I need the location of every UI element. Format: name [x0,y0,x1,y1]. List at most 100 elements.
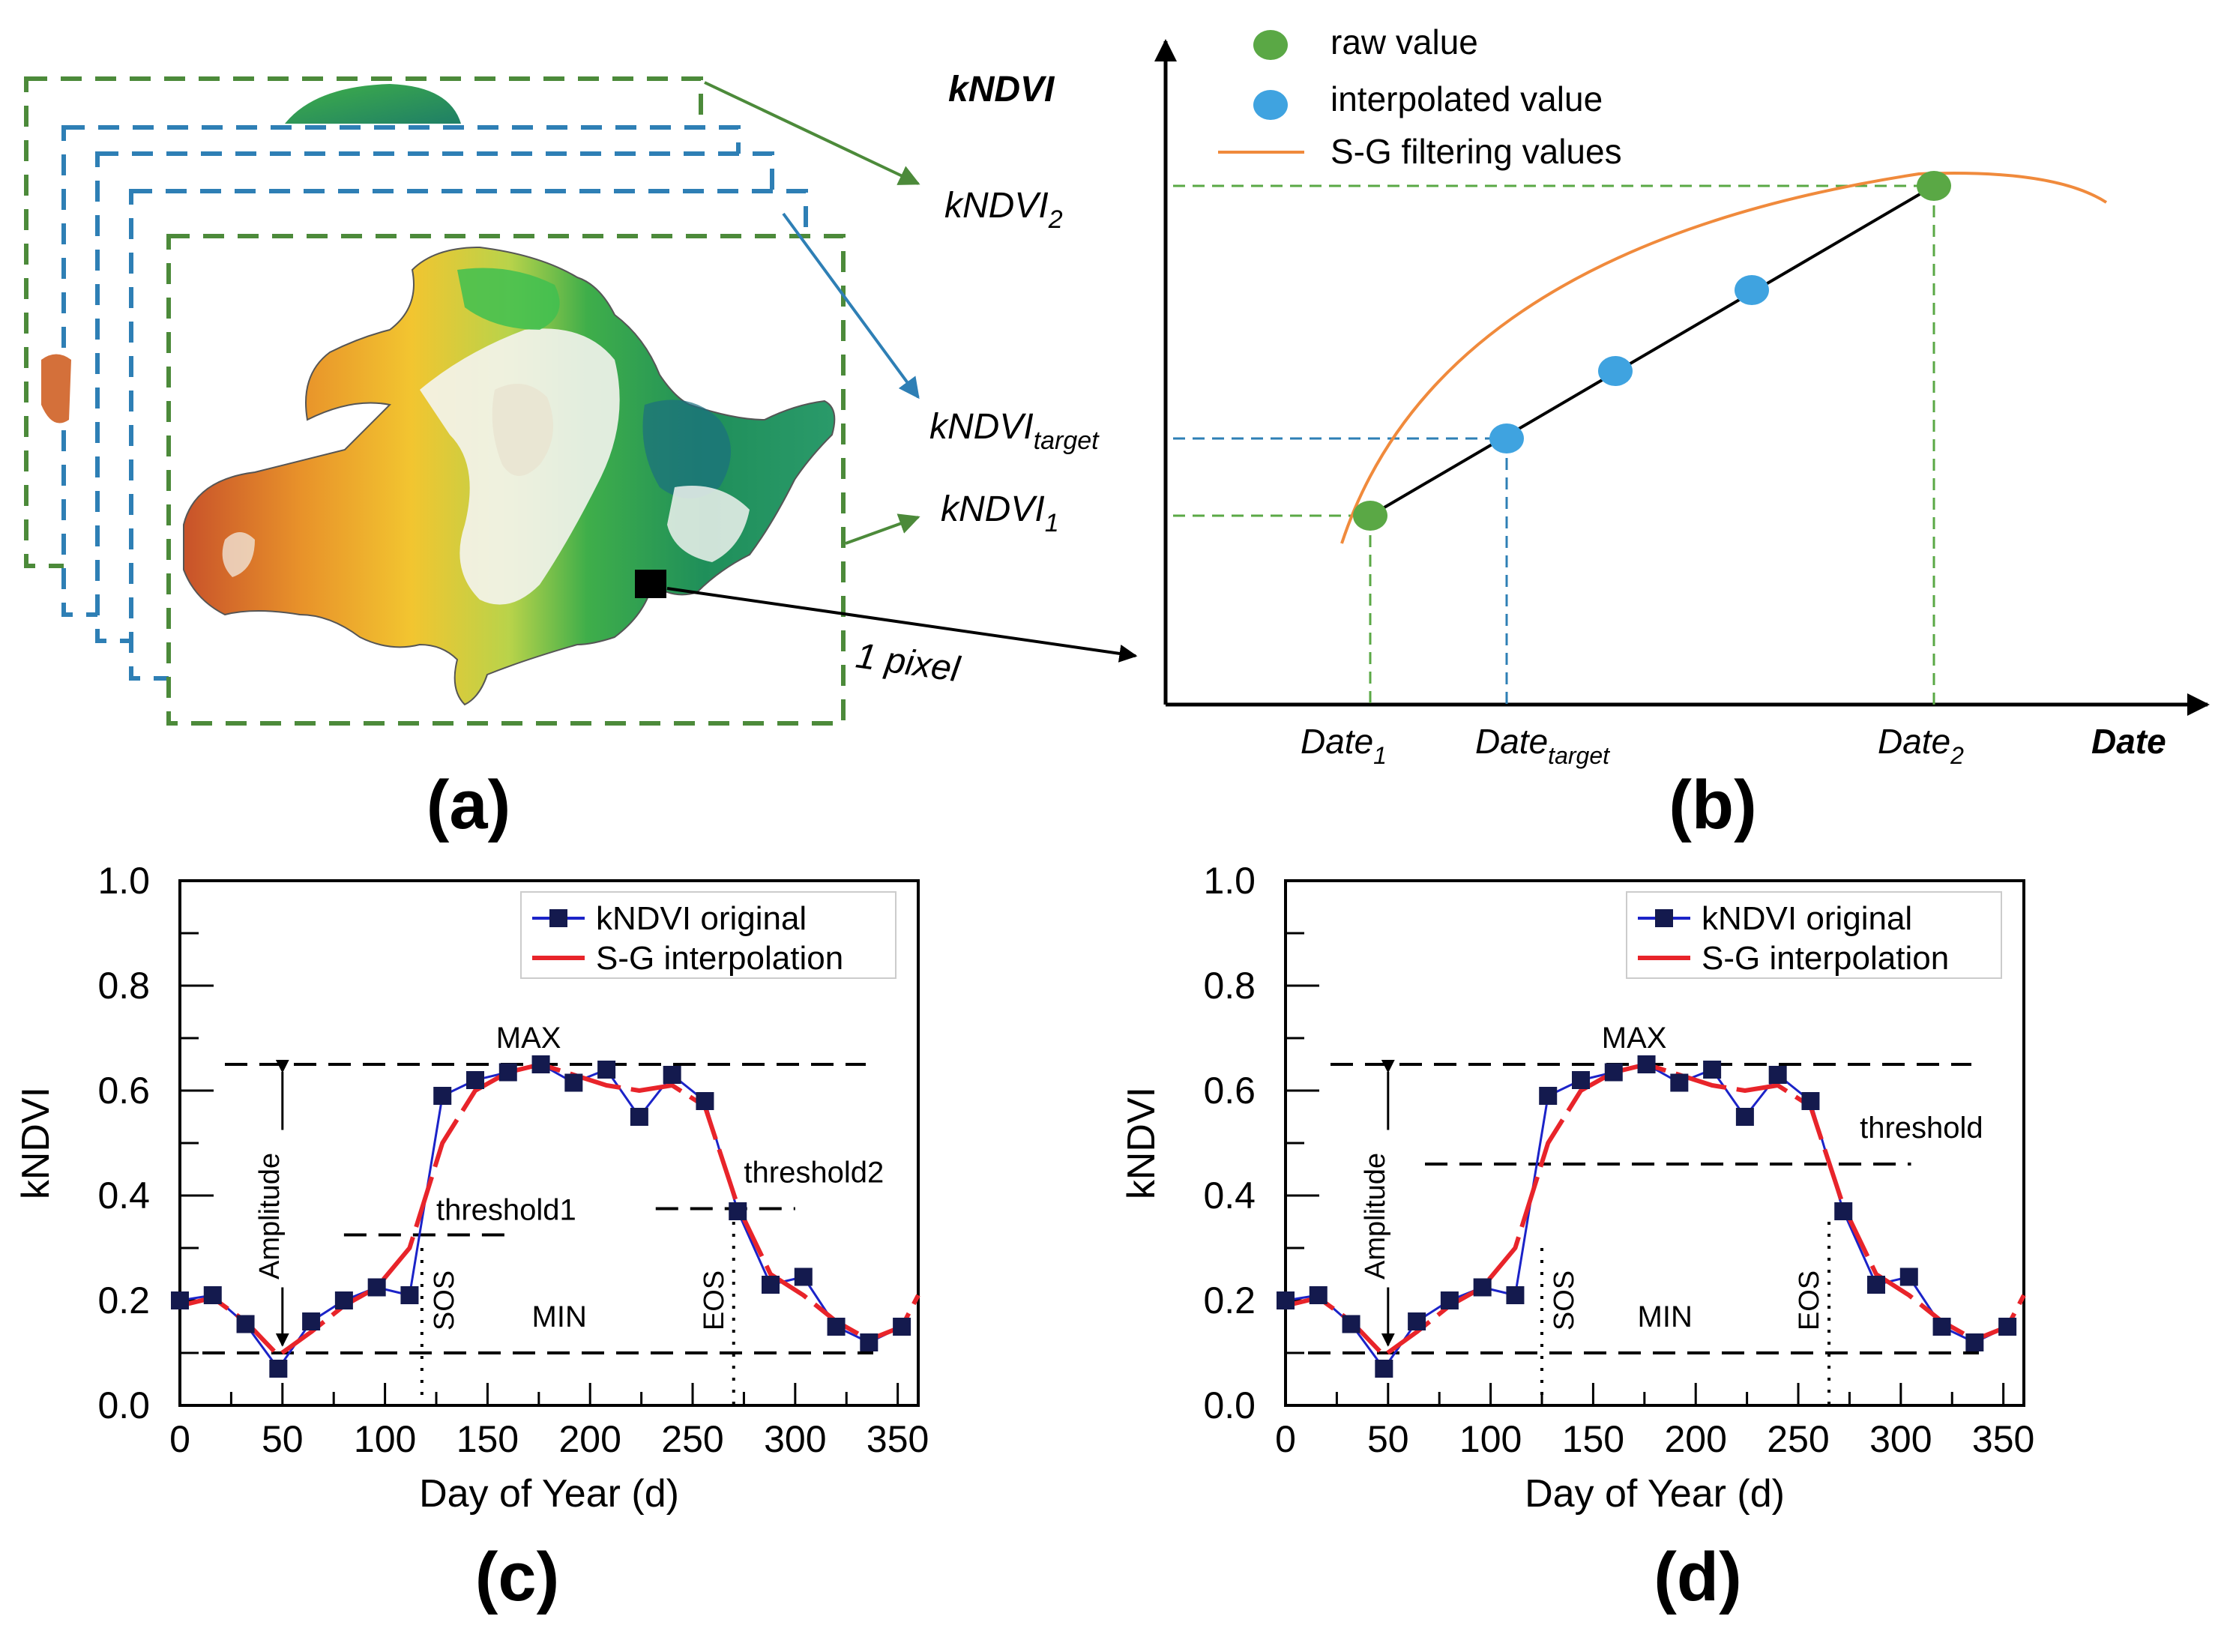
x-tick-label: 350 [1972,1418,2034,1460]
x-axis-title: Day of Year (d) [1525,1472,1785,1516]
kndvi-original-point [1834,1202,1853,1220]
threshold-label: threshold [1860,1112,1983,1145]
arrow-green-bottom [845,513,920,545]
legend-interp-marker [1253,90,1288,120]
kndvi-original-point [1473,1278,1492,1297]
series-sg-interpolation-line [1285,1062,2026,1358]
kndvi-original-point [1965,1333,1984,1351]
kndvi2-label: kNDVI2 [944,186,1063,234]
kndvi-heading: kNDVI [948,70,1055,109]
legend-original-marker [549,909,567,927]
interp-point-2 [1598,356,1633,386]
panel-label: (c) [475,1539,559,1615]
series-sg-interpolation-line [179,1062,920,1358]
interp-point-3 [1735,275,1769,305]
x-tick-label: 300 [764,1418,826,1460]
kndvi-original-point [1637,1055,1656,1073]
kndvi-original-point [1899,1267,1918,1286]
kndvi-original-point [1867,1276,1885,1294]
kndvi-original-point [1768,1066,1787,1084]
arrow-blue [782,212,920,400]
eos-label: EOS [699,1270,730,1330]
arrow-green-top [704,81,920,185]
kndvi-original-point [1408,1312,1426,1330]
legend-raw-label: raw value [1331,22,1478,61]
legend-sg-label: S-G filtering values [1331,132,1622,171]
kndvi-original-point [564,1073,583,1092]
raw-point-2 [1917,171,1951,201]
panel-b: raw value interpolated value S-G filteri… [1154,22,2210,843]
date1-label: Date1 [1301,722,1387,769]
kndvi-original-point [269,1360,288,1378]
x-tick-label: 150 [456,1418,519,1460]
date-target-label: Datetarget [1475,722,1610,769]
y-tick-label: 0.4 [1203,1175,1256,1217]
kndvi-original-point [236,1315,255,1333]
date2-label: Date2 [1878,722,1964,769]
min-label: MIN [532,1300,587,1333]
sos-label: SOS [429,1270,460,1330]
kndvi-original-point [433,1087,452,1105]
threshold1-label: threshold1 [436,1194,576,1227]
sos-label: SOS [1549,1270,1580,1330]
kndvi-original-point [203,1286,222,1304]
x-tick-label: 0 [169,1418,190,1460]
arrow-pixel [666,587,1138,663]
kndvi1-label: kNDVI1 [941,489,1059,537]
x-tick-label: 50 [1367,1418,1409,1460]
x-tick-label: 150 [1562,1418,1624,1460]
x-tick-label: 50 [262,1418,304,1460]
y-tick-label: 0.8 [1203,965,1256,1007]
kndvi-original-point [794,1267,813,1286]
kndvi-original-point [1703,1061,1722,1079]
max-label: MAX [1602,1022,1667,1055]
x-tick-label: 250 [661,1418,723,1460]
amplitude-label: Amplitude [254,1153,286,1279]
panel-a-label: (a) [427,767,510,843]
kndvi-original-point [1604,1063,1623,1082]
eos-label: EOS [1794,1270,1825,1330]
y-tick-label: 0.6 [97,1070,150,1112]
panel-label: (d) [1654,1539,1741,1615]
panel-b-label: (b) [1669,767,1756,843]
pixel-marker [635,570,666,598]
amplitude-label: Amplitude [1360,1153,1391,1279]
kndvi-original-point [1572,1071,1590,1089]
x-tick-label: 200 [1665,1418,1727,1460]
x-tick-label: 100 [1459,1418,1522,1460]
threshold2-label: threshold2 [744,1157,884,1190]
kndvi-original-point [1735,1108,1754,1126]
max-label: MAX [496,1022,561,1055]
kndvi-original-point [1998,1318,2017,1336]
pixel-label: 1 pixel [853,636,962,690]
kndvi-original-point [1506,1286,1525,1304]
kndvi-original-point [762,1276,780,1294]
kndvi-original-point [466,1071,484,1089]
panel-a: kNDVI kNDVI2 kNDVItarget kNDVI1 1 pixel … [24,70,1138,843]
chart-d: 0.0 0.2 0.4 0.6 0.8 1.0 0 50 100 150 200 250 300 350 D… [1120,860,2034,1615]
x-tick-label: 100 [354,1418,416,1460]
kndvi-original-point [1277,1291,1295,1309]
kndvi-original-point [860,1333,879,1351]
x-tick-label: 200 [559,1418,621,1460]
sg-filter-curve [1340,172,2108,544]
kndvi-original-point [531,1055,550,1073]
kndvi-original-point [663,1066,681,1084]
legend-original-label: kNDVI original [596,900,807,937]
y-axis-title: kNDVI [1120,1087,1163,1199]
x-tick-label: 0 [1275,1418,1296,1460]
kndvi-original-point [1309,1286,1328,1304]
kndvi-original-point [893,1318,911,1336]
amplitude-label-bg [262,1130,291,1288]
y-tick-label: 0.2 [97,1279,150,1321]
kndvi-original-point [729,1202,747,1220]
kndvi-original-point [597,1061,616,1079]
y-tick-label: 1.0 [1203,860,1256,902]
y-tick-label: 0.6 [1203,1070,1256,1112]
kndvi-original-point [367,1278,386,1297]
kndvi-target-label: kNDVItarget [929,407,1100,455]
kndvi-original-point [1342,1315,1360,1333]
kndvi-original-point [696,1092,714,1110]
y-tick-label: 1.0 [97,860,150,902]
